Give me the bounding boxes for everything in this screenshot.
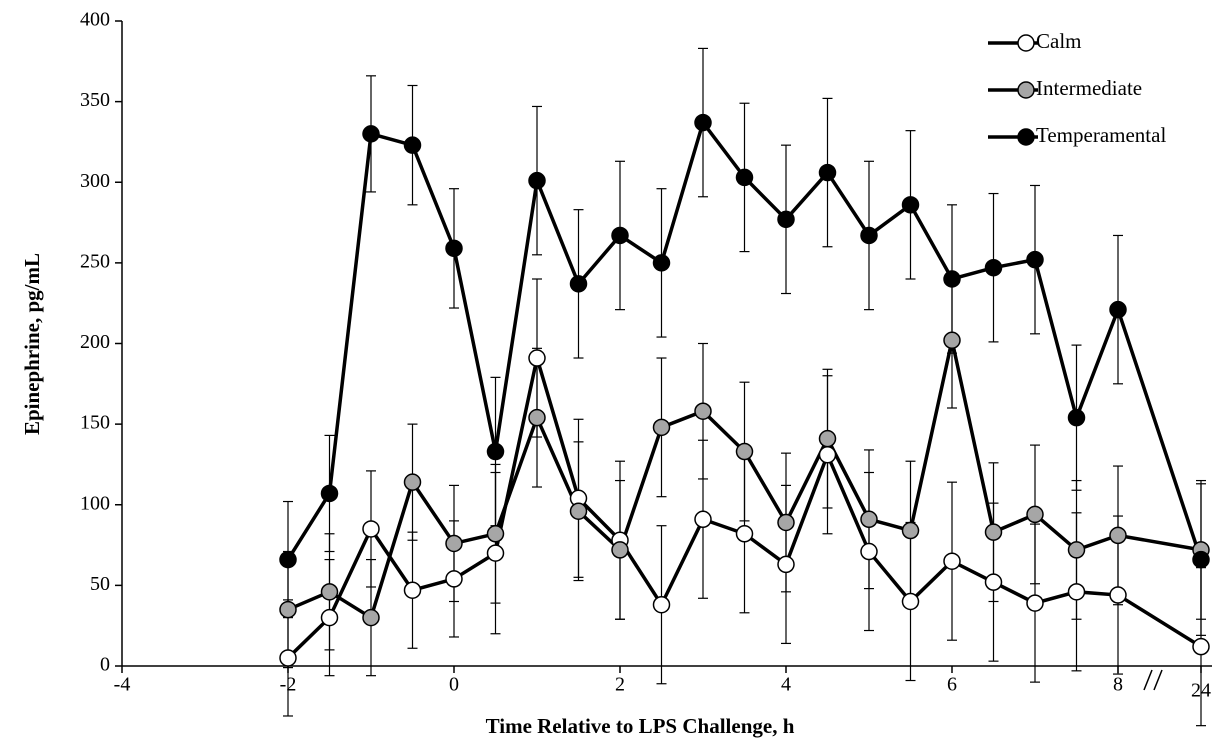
y-tick-label: 150 [80, 412, 110, 434]
data-point [652, 418, 671, 437]
data-point [320, 484, 339, 503]
data-point [735, 168, 754, 187]
series [283, 271, 1206, 677]
data-point [279, 649, 297, 667]
data-point [818, 163, 837, 182]
data-point [984, 258, 1003, 277]
y-tick-label: 250 [80, 250, 110, 272]
data-point [901, 592, 920, 611]
data-point [445, 239, 463, 258]
legend-marker [1017, 128, 1035, 146]
data-point [735, 525, 754, 543]
data-point [1192, 550, 1210, 569]
data-point [901, 196, 920, 214]
x-tick-label: 2 [615, 674, 625, 696]
data-point [1067, 583, 1086, 601]
data-point [362, 608, 380, 627]
y-tick-label: 400 [80, 9, 110, 31]
y-tick-label: 0 [100, 654, 110, 676]
data-point [279, 600, 297, 619]
data-point [777, 210, 795, 229]
x-tick-label: 4 [781, 674, 791, 696]
series-line [286, 357, 1202, 660]
y-tick-label: 50 [90, 573, 110, 595]
data-point [362, 520, 380, 538]
data-point [735, 442, 754, 461]
x-tick-label: -4 [114, 674, 131, 696]
data-point [901, 521, 920, 540]
x-axis-label: Time Relative to LPS Challenge, h [486, 714, 795, 738]
data-point [1026, 505, 1044, 524]
data-point [1109, 526, 1127, 545]
data-point [818, 446, 837, 464]
data-point [1109, 300, 1127, 319]
y-tick-label: 100 [80, 492, 110, 514]
data-point [486, 442, 505, 461]
data-point [403, 136, 422, 154]
data-point [528, 349, 546, 367]
axis-break [1143, 669, 1163, 691]
data-point [943, 552, 961, 570]
data-point [445, 534, 463, 553]
data-point [486, 544, 505, 562]
data-point [528, 408, 546, 427]
legend-marker [1017, 81, 1035, 99]
data-point [652, 595, 671, 614]
data-point [569, 502, 588, 520]
data-point [320, 583, 339, 601]
legend-label: Intermediate [1036, 76, 1142, 100]
data-point [943, 270, 961, 288]
data-point [777, 513, 795, 532]
data-point [860, 226, 878, 245]
data-point [777, 555, 795, 574]
data-point [1067, 408, 1086, 427]
data-point [818, 429, 837, 448]
data-point [403, 473, 422, 491]
series-line [287, 339, 1202, 621]
series-line [286, 118, 1203, 561]
data-point [694, 510, 712, 529]
break-mark [1143, 669, 1153, 691]
data-point [984, 573, 1003, 591]
data-point [1109, 586, 1127, 604]
data-point [1026, 594, 1044, 612]
legend-label: Calm [1036, 29, 1082, 53]
data-point [694, 113, 712, 132]
y-tick-label: 300 [80, 170, 110, 192]
data-point [320, 608, 339, 627]
data-point [860, 510, 878, 529]
data-point [362, 125, 380, 143]
data-point [694, 402, 712, 420]
y-tick-label: 200 [80, 331, 110, 353]
data-point [486, 525, 505, 543]
data-point [1192, 637, 1210, 656]
x-tick-label: 8 [1113, 674, 1123, 696]
y-tick-label: 350 [80, 89, 110, 111]
data-point [943, 331, 961, 350]
x-tick-label: 6 [947, 674, 957, 696]
y-axis-label: Epinephrine, pg/mL [20, 253, 44, 435]
break-mark [1153, 669, 1163, 691]
data-point [652, 254, 671, 272]
data-point [984, 523, 1003, 541]
data-point [403, 581, 422, 599]
data-point [860, 542, 878, 561]
data-point [611, 541, 629, 559]
data-point [569, 275, 588, 293]
legend-marker [1017, 34, 1035, 52]
data-point [611, 226, 629, 245]
data-point [1067, 541, 1086, 559]
data-point [445, 570, 463, 588]
legend-label: Temperamental [1036, 123, 1166, 147]
x-tick-label: 0 [449, 674, 459, 696]
data-point [279, 550, 297, 569]
data-point [1026, 250, 1044, 269]
data-point [528, 171, 546, 190]
